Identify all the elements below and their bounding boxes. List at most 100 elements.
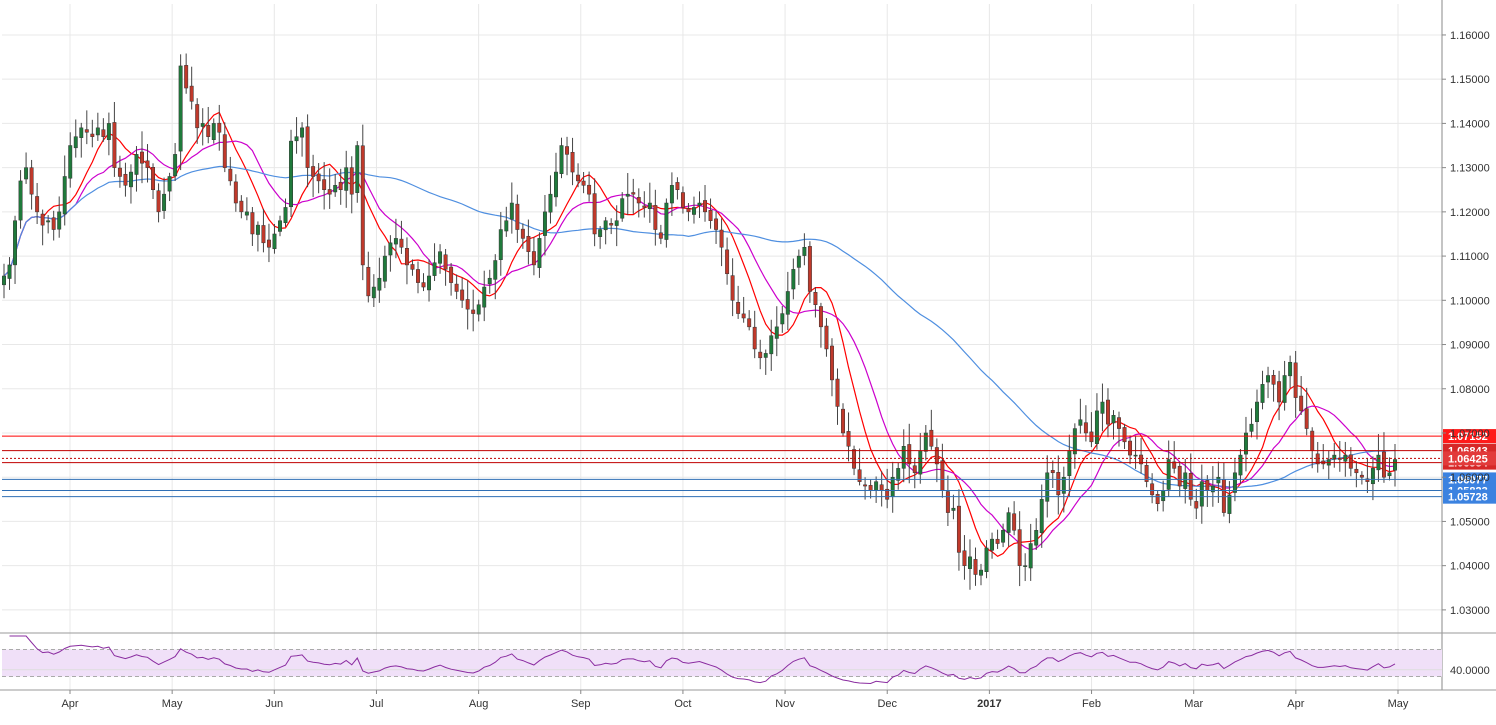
time-tick-label: May (1388, 698, 1409, 710)
rsi-band (2, 649, 1442, 677)
candle-body (1050, 470, 1055, 474)
candle-body (1039, 499, 1044, 534)
candle-body (841, 408, 845, 434)
candle-body (140, 151, 144, 164)
price-tick-label: 1.12000 (1450, 207, 1490, 219)
candle-body (559, 145, 564, 174)
candle-body (1028, 543, 1033, 569)
candle-body (835, 378, 840, 407)
candle-body (211, 123, 216, 140)
candle-body (1188, 473, 1193, 500)
candle-body (1122, 427, 1127, 443)
candle-body (813, 292, 818, 305)
candle-body (890, 476, 895, 498)
candle-body (526, 235, 531, 252)
candle-body (1183, 472, 1188, 489)
candle-body (355, 145, 360, 193)
candle-body (1045, 472, 1050, 502)
candle-body (338, 181, 343, 190)
candle-body (697, 202, 702, 206)
candle-body (68, 145, 73, 179)
candle-body (1299, 395, 1304, 412)
candle-body (692, 207, 696, 215)
candle-body (736, 302, 741, 314)
candle-body (449, 266, 454, 283)
candle-body (322, 179, 327, 190)
candle-body (565, 146, 569, 155)
candle-body (151, 167, 155, 190)
candle-body (741, 313, 746, 319)
candle-body (852, 449, 857, 469)
candle-body (95, 127, 100, 136)
candle-body (542, 211, 547, 236)
candle-body (233, 181, 238, 204)
candle-body (200, 123, 205, 127)
candle-body (1255, 401, 1259, 423)
candle-body (1370, 468, 1375, 485)
candle-body (598, 229, 603, 237)
candle-body (1194, 501, 1199, 509)
price-tick-label: 1.14000 (1450, 118, 1490, 130)
candle-body (305, 126, 310, 168)
candle-body (714, 218, 719, 230)
candle-body (818, 306, 823, 328)
candle-body (548, 193, 553, 213)
candle-body (106, 123, 111, 140)
price-tick-label: 1.03000 (1450, 605, 1490, 617)
candle-body (283, 207, 288, 224)
candle-body (239, 200, 244, 213)
price-tick-label: 1.10000 (1450, 295, 1490, 307)
candle-body (123, 173, 128, 186)
candle-body (266, 239, 271, 248)
candle-body (1249, 423, 1254, 432)
price-tick-label: 1.16000 (1450, 30, 1490, 42)
candle-body (719, 229, 724, 248)
candle-body (18, 180, 23, 221)
time-tick-label: May (162, 698, 183, 710)
candle-body (1012, 513, 1017, 531)
candle-body (167, 176, 172, 192)
candle-body (1205, 480, 1210, 491)
candle-body (101, 129, 106, 137)
candle-body (1238, 454, 1243, 476)
candle-body (570, 152, 575, 173)
candle-body (896, 468, 901, 481)
candle-body (1106, 399, 1110, 425)
candle-body (404, 248, 409, 266)
candle-body (1117, 417, 1121, 429)
candle-body (631, 192, 636, 195)
candle-body (393, 238, 398, 245)
candle-body (703, 200, 707, 213)
time-tick-label: Feb (1082, 698, 1101, 710)
candle-body (1161, 490, 1166, 502)
candle-body (1061, 476, 1066, 494)
candle-body (752, 326, 757, 350)
price-tick-label: 1.13000 (1450, 163, 1490, 175)
candle-body (366, 266, 371, 297)
level-lines: 1.071521.068431.065841.064251.060771.058… (2, 429, 1496, 504)
candle-body (156, 190, 161, 213)
candle-body (780, 313, 785, 325)
candle-body (1232, 472, 1237, 493)
rsi-tick-label: 40.0000 (1450, 665, 1490, 677)
candle-body (874, 481, 879, 491)
time-tick-label: Dec (877, 698, 897, 710)
candle-body (84, 129, 89, 133)
candle-body (2, 275, 6, 286)
candle-body (1100, 401, 1105, 414)
candle-body (824, 325, 829, 350)
candle-body (625, 193, 630, 197)
candle-body (73, 136, 78, 149)
candle-body (962, 550, 967, 566)
price-tick-label: 1.05000 (1450, 516, 1490, 528)
candle-body (162, 193, 167, 211)
candle-body (134, 154, 139, 175)
candle-body (465, 299, 470, 310)
candle-body (1150, 483, 1155, 496)
candle-body (1365, 478, 1370, 482)
candle-body (173, 154, 178, 177)
candle-body (1244, 432, 1248, 455)
time-tick-label: Jul (369, 698, 383, 710)
candle-body (531, 251, 536, 266)
